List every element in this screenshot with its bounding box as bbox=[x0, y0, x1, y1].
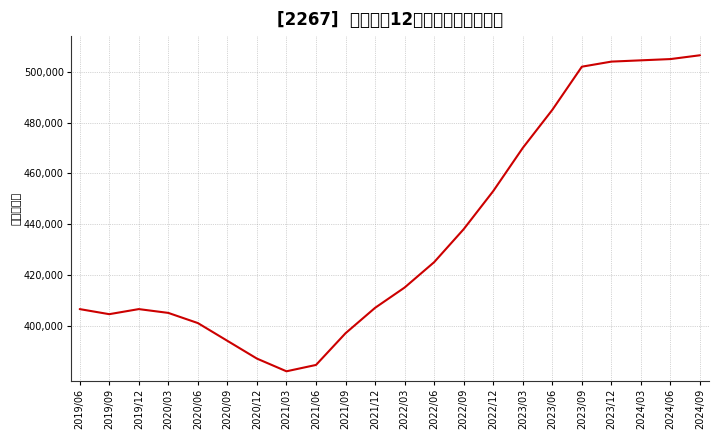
Y-axis label: （百万円）: （百万円） bbox=[11, 192, 21, 225]
Title: [2267]  売上高の12か月移動合計の推移: [2267] 売上高の12か月移動合計の推移 bbox=[276, 11, 503, 29]
